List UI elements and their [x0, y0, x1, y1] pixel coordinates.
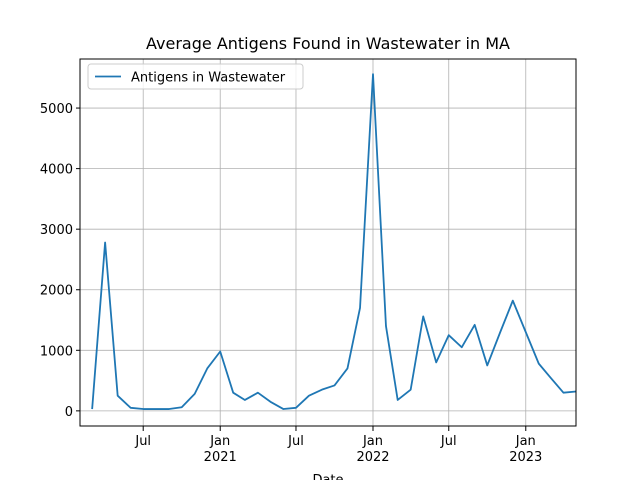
y-tick-label: 1000 — [40, 344, 73, 359]
y-tick-label: 4000 — [40, 163, 73, 178]
plot-frame — [79, 58, 577, 427]
x-tick-label: Jan 2021 — [204, 434, 237, 465]
x-tick-label: Jul — [440, 434, 457, 449]
legend: Antigens in Wastewater — [87, 63, 304, 90]
legend-label: Antigens in Wastewater — [131, 71, 286, 86]
legend-box — [87, 63, 304, 90]
x-axis-label: Date — [312, 473, 343, 480]
x-tick-label: Jan 2022 — [356, 434, 389, 465]
x-tick-label: Jan 2023 — [509, 434, 542, 465]
y-tick-label: 5000 — [40, 102, 73, 117]
x-tick-label: Jul — [287, 434, 304, 449]
chart-title: Average Antigens Found in Wastewater in … — [146, 34, 510, 53]
y-tick-label: 2000 — [40, 284, 73, 299]
x-tick-label: Jul — [134, 434, 151, 449]
y-tick-label: 0 — [65, 405, 73, 420]
data-line — [91, 73, 577, 410]
y-tick-label: 3000 — [40, 223, 73, 238]
